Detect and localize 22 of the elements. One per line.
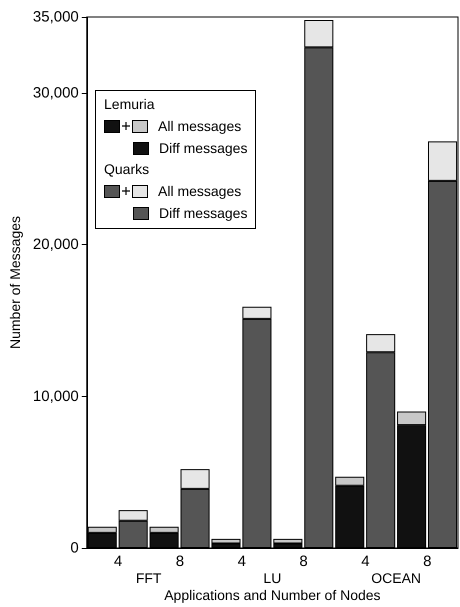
x-tick-label: 8 [176,553,184,570]
text: Diff messages [159,205,248,221]
y-axis-title: Number of Messages [7,216,23,350]
y-tick-label: 0 [70,540,79,556]
y-tick-label: 20,000 [32,236,79,254]
x-tick-label: 4 [114,553,122,570]
text: OCEAN [371,570,422,586]
x-tick-label: 8 [423,553,432,570]
y-tick-label: 30,000 [32,84,79,102]
annotation: Lemuria [104,95,156,114]
text: LU [263,570,282,586]
y-tick-label: 10,000 [32,388,79,405]
legend-label: Diff messages [159,140,248,156]
x-tick-label: 8 [299,553,308,570]
annotation: Quarks [104,160,150,179]
y-tick-label: 35,000 [32,8,79,26]
x-tick-label: 4 [238,553,246,570]
x-tick-label: 4 [361,553,370,570]
legend-label: All messages [158,118,242,134]
text: All messages [158,183,242,199]
text: FFT [136,570,162,586]
x-axis-title: Applications and Number of Nodes [164,587,381,603]
